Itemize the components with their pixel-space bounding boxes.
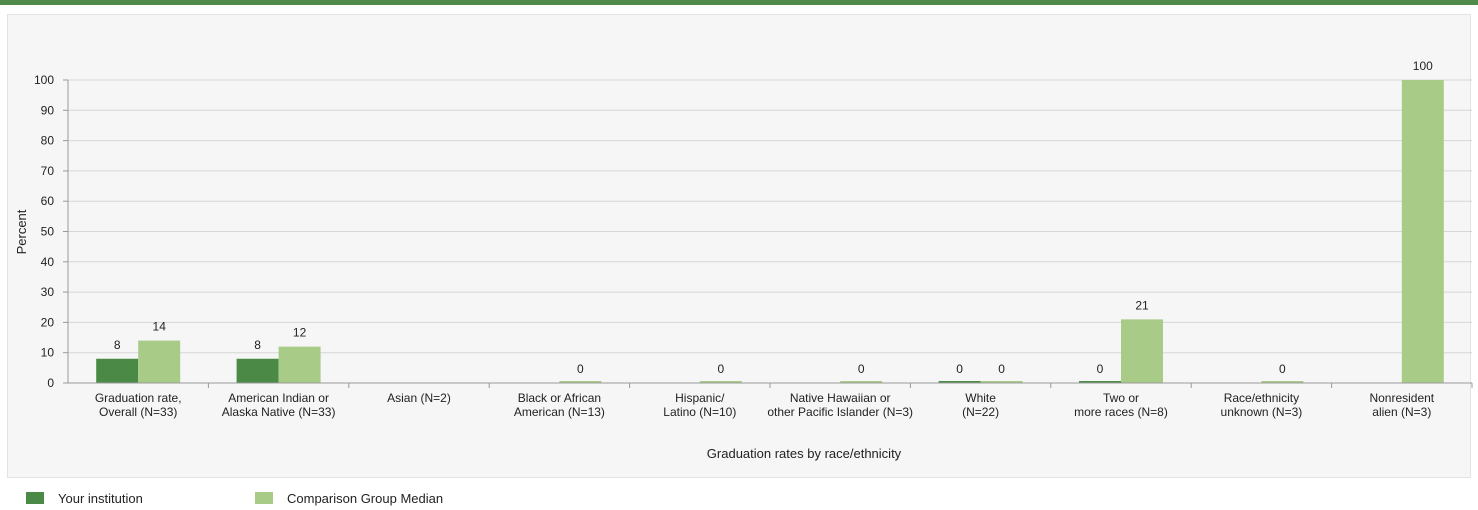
bar-your-institution [938,381,981,383]
bar-your-institution [236,358,279,383]
y-tick-label: 40 [41,255,55,269]
y-tick-label: 100 [34,73,54,87]
bar-value-label: 0 [1279,362,1286,376]
top-accent-bar [0,0,1478,5]
legend-swatch-your-institution [26,492,44,504]
bar-your-institution [96,358,139,383]
bar-comparison-median [980,381,1023,383]
y-tick-label: 80 [41,134,55,148]
x-tick-label: alien (N=3) [1372,405,1431,419]
bar-value-label: 12 [293,326,307,340]
bar-value-label: 0 [1097,362,1104,376]
x-tick-label: Hispanic/ [675,391,725,405]
x-tick-label: other Pacific Islander (N=3) [767,405,913,419]
x-tick-label: Latino (N=10) [663,405,736,419]
bar-comparison-median [559,381,602,383]
bar-comparison-median [138,340,181,383]
bar-comparison-median [1401,80,1444,383]
bars [96,80,1444,383]
x-tick-label: Graduation rate, [95,391,182,405]
bar-value-label: 0 [998,362,1005,376]
bar-chart: 0 10 20 30 40 50 60 70 80 90 100 8 14 8 12 0 0 0 0 0 0 21 0 10… [14,59,1473,461]
x-tick-label: Black or African [518,391,601,405]
x-tick-label: American Indian or [228,391,329,405]
x-tick-label: Native Hawaiian or [790,391,891,405]
x-tick-label: Alaska Native (N=33) [222,405,336,419]
bar-comparison-median [1121,319,1163,383]
x-tick-label: (N=22) [962,405,999,419]
x-tick-label: Overall (N=33) [99,405,177,419]
x-axis-label: Graduation rates by race/ethnicity [707,446,902,461]
x-axis-tick-labels: Graduation rate,Overall (N=33) American I… [95,383,1473,419]
y-tick-label: 90 [41,103,55,117]
bar-your-institution [1079,381,1121,383]
y-tick-label: 10 [41,346,55,360]
legend-swatch-comparison-group-median [255,492,273,504]
y-axis-ticks: 0 10 20 30 40 50 60 70 80 90 100 [34,73,68,390]
bar-value-label: 100 [1413,59,1433,73]
bar-comparison-median [840,381,883,383]
gridlines [67,79,1472,383]
x-tick-label: Two or [1103,391,1139,405]
x-tick-label: more races (N=8) [1074,405,1168,419]
bar-value-label: 0 [577,362,584,376]
legend-item-comparison-group-median: Comparison Group Median [255,488,443,508]
x-tick-label: Asian (N=2) [387,391,451,405]
x-tick-label: Race/ethnicity [1224,391,1299,405]
bar-value-label: 14 [153,320,167,334]
y-tick-label: 50 [41,225,55,239]
x-tick-label: American (N=13) [514,405,605,419]
y-tick-label: 60 [41,194,55,208]
bar-comparison-median [278,346,321,383]
legend: Your institution Comparison Group Median [0,486,1478,510]
chart-frame [7,14,1471,478]
x-tick-label: Nonresident [1369,391,1434,405]
bar-value-label: 8 [114,338,121,352]
y-tick-label: 20 [41,315,55,329]
bar-value-label: 0 [956,362,963,376]
bar-value-label: 8 [254,338,261,352]
legend-label: Comparison Group Median [287,490,444,506]
x-tick-label: White [965,391,996,405]
y-axis-label: Percent [14,209,29,254]
legend-item-your-institution: Your institution [26,488,143,508]
legend-label: Your institution [58,490,143,506]
bar-value-label: 21 [1135,298,1149,312]
x-tick-label: unknown (N=3) [1221,405,1303,419]
y-tick-label: 70 [41,164,55,178]
bar-comparison-median [1261,381,1304,383]
y-tick-label: 30 [41,285,55,299]
bar-value-label: 0 [717,362,724,376]
y-tick-label: 0 [47,376,54,390]
bar-value-label: 0 [858,362,865,376]
bar-comparison-median [699,381,742,383]
bar-value-labels: 8 14 8 12 0 0 0 0 0 0 21 0 100 [114,59,1433,376]
